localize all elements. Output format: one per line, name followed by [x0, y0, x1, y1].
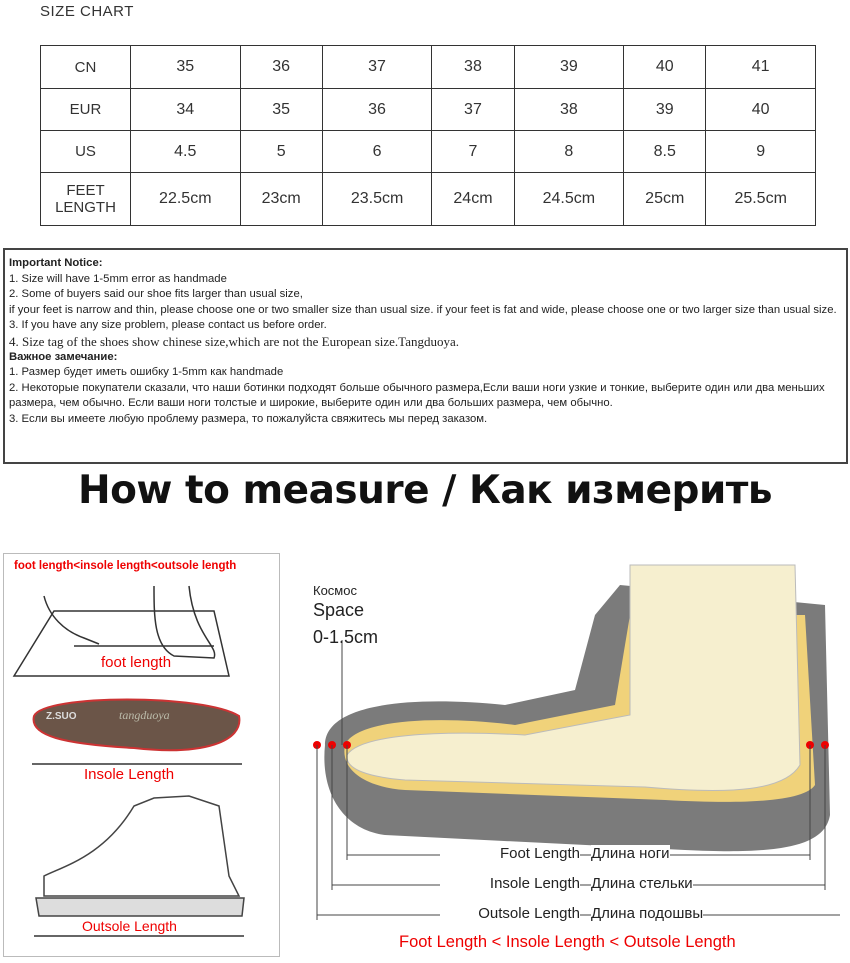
size-cell: 25.5cm [705, 172, 816, 226]
size-cell: 8 [513, 130, 625, 173]
outsole-length-en: Outsole Length [440, 905, 580, 922]
foot-length-en: Foot Length [440, 845, 580, 862]
notice-line: 1. Size will have 1-5mm error as handmad… [9, 272, 227, 285]
size-cell: 37 [431, 88, 515, 131]
size-cell: 39 [623, 88, 707, 131]
outsole-length-label: Outsole Length [82, 918, 177, 934]
row-label: EUR [40, 88, 131, 131]
space-label-ru: Космос [313, 583, 357, 598]
notice-line: 3. Если вы имеете любую проблему размера… [9, 412, 488, 425]
insole-length-ru: Длина стельки [591, 875, 693, 892]
notice-line: 3. If you have any size problem, please … [9, 319, 327, 332]
insole-length-en: Insole Length [440, 875, 580, 892]
size-cell: 23cm [239, 172, 323, 226]
size-cell: 6 [321, 130, 433, 173]
measure-illustrations [12, 585, 245, 937]
size-cell: 5 [239, 130, 323, 173]
insole-logo: tangduoya [119, 708, 170, 722]
size-cell: 41 [705, 45, 816, 89]
size-cell: 7 [431, 130, 515, 173]
size-cell: 40 [623, 45, 707, 89]
size-cell: 40 [705, 88, 816, 131]
measure-steps-panel: foot length<insole length<outsole length… [3, 553, 280, 957]
size-cell: 8.5 [623, 130, 707, 173]
foot-measure-icon [12, 585, 230, 677]
size-cell: 22.5cm [130, 172, 241, 226]
insole-length-label: Insole Length [84, 766, 175, 783]
size-cell: 4.5 [130, 130, 241, 173]
size-cell: 25cm [623, 172, 707, 226]
size-row: US 4.5 5 6 7 8 8.5 9 [40, 130, 816, 173]
size-cell: 36 [321, 88, 433, 131]
row-label: FEET LENGTH [40, 172, 131, 226]
size-cell: 37 [321, 45, 433, 89]
shoe-diagram [313, 564, 840, 920]
outsole-length-ru: Длина подошвы [591, 905, 704, 922]
important-notice: Important Notice: 1. Size will have 1-5m… [3, 248, 848, 464]
notice-line: 4. Size tag of the shoes show chinese si… [9, 333, 459, 349]
size-cell: 36 [239, 45, 323, 89]
notice-line: if your feet is narrow and thin, please … [9, 303, 837, 316]
size-table: CN 35 36 37 38 39 40 41 EUR 34 35 36 37 38 39 40 US 4.5 5 6… [40, 45, 816, 226]
size-cell: 38 [431, 45, 515, 89]
foot-shape [346, 564, 801, 792]
notice-line: 2. Some of buyers said our shoe fits lar… [9, 288, 303, 301]
size-cell: 23.5cm [321, 172, 433, 226]
size-row: FEET LENGTH 22.5cm 23cm 23.5cm 24cm 24.5cm 25c… [40, 172, 816, 226]
notice-line: 2. Некоторые покупатели сказали, что наш… [9, 381, 825, 410]
row-label: CN [40, 45, 131, 89]
space-label-en: Space [313, 600, 365, 620]
size-cell: 24.5cm [513, 172, 625, 226]
size-cell: 9 [705, 130, 816, 173]
notice-heading-en: Important Notice: [9, 257, 103, 269]
space-value: 0-1.5cm [313, 627, 379, 647]
foot-length-label: foot length [101, 654, 172, 671]
length-order-label: foot length<insole length<outsole length [14, 560, 237, 572]
how-to-measure-heading: How to measure / Как измерить [77, 468, 773, 513]
size-cell: 35 [130, 45, 241, 89]
size-row: EUR 34 35 36 37 38 39 40 [40, 88, 816, 131]
size-chart-title: SIZE CHART [40, 3, 134, 20]
notice-heading-ru: Важное замечание: [9, 350, 118, 363]
insole-icon [32, 698, 242, 765]
foot-length-ru: Длина ноги [591, 845, 670, 862]
size-cell: 34 [130, 88, 241, 131]
boot-outsole-icon [34, 795, 245, 937]
row-label: US [40, 130, 131, 173]
insole-brand: Z.SUO [46, 711, 77, 722]
size-cell: 35 [239, 88, 323, 131]
size-cell: 38 [513, 88, 625, 131]
size-cell: 24cm [431, 172, 515, 226]
notice-line: 1. Размер будет иметь ошибку 1-5mm как h… [9, 366, 284, 379]
size-cell: 39 [513, 45, 625, 89]
size-row: CN 35 36 37 38 39 40 41 [40, 45, 816, 89]
length-comparison: Foot Length < Insole Length < Outsole Le… [399, 933, 736, 951]
